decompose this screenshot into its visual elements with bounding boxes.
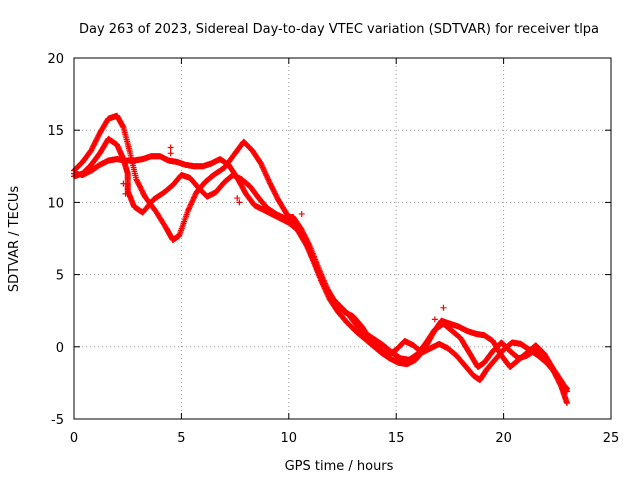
y-axis-label: SDTVAR / TECUs: [7, 186, 22, 293]
data-point: [304, 245, 311, 252]
data-point: [191, 193, 198, 200]
data-point: [192, 191, 199, 198]
data-point: [306, 249, 313, 256]
data-point-stray: [440, 304, 447, 311]
data-point-stray: [431, 316, 438, 323]
data-point: [188, 200, 195, 207]
data-point: [259, 163, 266, 170]
data-point: [186, 204, 193, 211]
data-point: [262, 171, 269, 178]
y-tick-label: 0: [56, 341, 64, 356]
x-tick-label: 15: [388, 431, 405, 446]
y-axis-ticks: 20 15 10 5 0 -5: [47, 52, 611, 428]
data-point: [306, 247, 313, 254]
data-point-stray: [236, 199, 243, 206]
data-point: [563, 400, 570, 407]
data-point: [190, 195, 197, 202]
plot-frame: [73, 57, 612, 420]
x-tick-label: 20: [495, 431, 512, 446]
data-point: [185, 206, 192, 213]
x-axis-ticks: 0 5 10 15 20 25: [70, 58, 619, 446]
series-track-b: [71, 135, 570, 392]
grid-lines: [74, 58, 611, 419]
data-point: [310, 257, 317, 264]
chart-title: Day 263 of 2023, Sidereal Day-to-day VTE…: [79, 22, 599, 37]
data-point: [307, 252, 314, 259]
data-point: [262, 169, 269, 176]
series-track-c: [71, 153, 570, 407]
data-point: [305, 246, 312, 253]
data-point-stray: [120, 180, 127, 187]
data-point: [261, 168, 268, 175]
data-point: [186, 205, 193, 212]
x-axis-label: GPS time / hours: [285, 459, 394, 474]
data-point: [257, 160, 264, 167]
data-point: [309, 254, 316, 261]
data-point: [190, 194, 197, 201]
y-tick-label: 15: [47, 124, 64, 139]
data-point: [264, 173, 271, 180]
data-point: [184, 208, 191, 215]
data-point-stray: [298, 210, 305, 217]
data-point: [308, 253, 315, 260]
data-point: [189, 197, 196, 204]
data-point: [304, 243, 311, 250]
data-point: [264, 175, 271, 182]
data-point: [265, 176, 272, 183]
data-point: [263, 172, 270, 179]
data-point: [302, 241, 309, 248]
data-point: [309, 256, 316, 263]
x-tick-label: 10: [281, 431, 298, 446]
x-tick-label: 5: [177, 431, 185, 446]
data-point: [259, 164, 266, 171]
data-point: [307, 250, 314, 257]
y-tick-label: 10: [47, 196, 64, 211]
data-point-stray: [234, 195, 241, 202]
data-point: [187, 202, 194, 209]
data-point: [310, 258, 317, 265]
data-point-stray: [167, 144, 174, 151]
data-point: [260, 167, 267, 174]
x-tick-label: 25: [603, 431, 620, 446]
y-tick-label: -5: [51, 413, 64, 428]
data-point: [303, 242, 310, 249]
data-point-stray: [122, 190, 129, 197]
data-point-stray: [167, 150, 174, 157]
x-tick-label: 0: [70, 431, 78, 446]
y-tick-label: 20: [47, 52, 64, 67]
data-point: [189, 198, 196, 205]
data-point: [260, 165, 267, 172]
data-point: [187, 201, 194, 208]
data-markers: [71, 112, 570, 407]
y-tick-label: 5: [56, 269, 64, 284]
data-point: [258, 161, 265, 168]
